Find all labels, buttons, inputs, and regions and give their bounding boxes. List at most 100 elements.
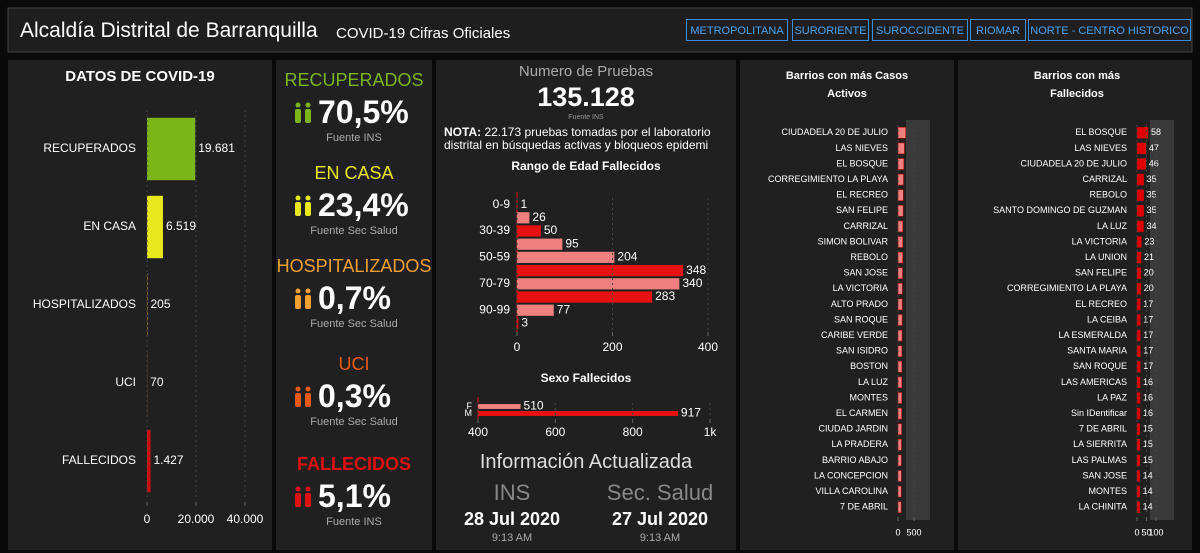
category-label: LA VICTORIA	[833, 283, 888, 293]
card-source: Fuente Sec Salud	[310, 318, 398, 330]
bar	[1136, 267, 1142, 279]
bar	[1136, 283, 1142, 295]
bar	[1136, 376, 1141, 389]
category-label: MONTES	[1088, 486, 1127, 496]
category-label: LA PAZ	[1097, 392, 1127, 402]
category-label: CIUDAD JARDIN	[818, 424, 888, 434]
header-bar	[7, 7, 1193, 53]
x-tick-label: 600	[545, 425, 565, 439]
people-icon	[295, 486, 311, 507]
panel	[436, 60, 736, 550]
value-label: 47	[1149, 143, 1159, 153]
category-label: LAS PALMAS	[1072, 455, 1127, 465]
value-label: 23	[1144, 236, 1154, 246]
value-label: 35	[1147, 174, 1157, 184]
value-label: 283	[655, 289, 675, 303]
bar	[897, 314, 903, 326]
bar	[897, 423, 902, 435]
value-label: 95	[565, 236, 579, 250]
bar	[517, 278, 680, 290]
value-label: 21	[1144, 252, 1154, 262]
chart-title: Rango de Edad Fallecidos	[511, 159, 661, 173]
category-label: SANTO DOMINGO DE GUZMAN	[993, 205, 1127, 215]
category-label: LA SIERRITA	[1073, 439, 1127, 449]
bar	[1136, 423, 1141, 435]
category-label: LA LUZ	[1097, 221, 1128, 231]
category-label: 50-59	[479, 250, 510, 264]
chart-title: DATOS DE COVID-19	[65, 68, 214, 85]
category-label: Sin IDentificar	[1071, 408, 1127, 418]
category-label: EL BOSQUE	[836, 158, 888, 168]
category-label: SANTA MARIA	[1067, 346, 1127, 356]
category-label: EL RECREO	[836, 190, 888, 200]
category-label: SAN FELIPE	[836, 205, 888, 215]
value-label: 17	[1143, 361, 1153, 371]
bar	[897, 454, 902, 467]
bar	[478, 404, 521, 409]
category-label: VILLA CAROLINA	[815, 486, 888, 496]
value-label: 14	[1143, 502, 1153, 512]
card-source: Fuente INS	[326, 132, 382, 144]
value-label: 205	[151, 297, 171, 311]
nav-button[interactable]: NORTE - CENTRO HISTORICO	[1028, 19, 1191, 41]
x-tick-label: 40.000	[227, 512, 264, 526]
value-label: 917	[681, 406, 701, 420]
info-title: Información Actualizada	[479, 451, 693, 473]
category-label: LA PRADERA	[831, 439, 888, 449]
bar	[1136, 142, 1147, 155]
x-tick-label: 400	[698, 340, 718, 354]
value-label: 17	[1143, 314, 1153, 324]
value-label: 20	[1144, 283, 1154, 293]
nav-button[interactable]: SURORIENTE	[792, 19, 869, 41]
bar	[897, 267, 903, 279]
category-label: EL CARMEN	[836, 408, 888, 418]
bar	[897, 392, 902, 404]
category-label: EN CASA	[83, 219, 136, 233]
category-label: LA UNION	[1085, 252, 1127, 262]
value-label: 14	[1143, 470, 1153, 480]
value-label: 35	[1147, 205, 1157, 215]
value-label: 35	[1147, 190, 1157, 200]
value-label: 6.519	[166, 219, 196, 233]
bar	[897, 189, 904, 201]
category-label: CIUDADELA 20 DE JULIO	[781, 127, 888, 137]
note: NOTA: 22.173 pruebas tomadas por el labo…	[444, 126, 729, 152]
info-date: 28 Jul 2020	[463, 509, 561, 529]
bar	[897, 251, 903, 264]
value-label: 50	[544, 223, 558, 237]
nav-button[interactable]: METROPOLITANA	[686, 19, 788, 41]
category-label: SAN ISIDRO	[836, 346, 888, 356]
value-label: 15	[1143, 439, 1153, 449]
bar	[517, 291, 653, 303]
category-label: SAN ROQUE	[1073, 361, 1127, 371]
info-time: 9:13 AM	[639, 532, 681, 544]
value-label: 46	[1149, 158, 1159, 168]
category-label: CARRIZAL	[843, 221, 888, 231]
category-label: LA CEIBA	[1087, 314, 1127, 324]
card-value: 70,5%	[318, 94, 409, 130]
x-tick-label: 1k	[704, 425, 718, 439]
x-tick-label: 0	[514, 340, 521, 354]
category-label: LA VICTORIA	[1072, 236, 1127, 246]
category-label: CARIBE VERDE	[821, 330, 888, 340]
nav-button[interactable]: SUROCCIDENTE	[872, 19, 968, 41]
x-tick-label: 500	[906, 527, 921, 537]
tests-value: 135.128	[537, 82, 635, 112]
bar	[1136, 236, 1142, 248]
bar	[1136, 220, 1144, 233]
bar	[897, 205, 904, 217]
category-label: BARRIO ABAJO	[822, 455, 888, 465]
note-text: 22.173 pruebas tomadas por el laboratori…	[444, 126, 711, 152]
category-label: LAS NIEVES	[835, 143, 888, 153]
card-label: HOSPITALIZADOS	[276, 256, 432, 276]
value-label: 17	[1143, 330, 1153, 340]
tests-source: Fuente INS	[568, 114, 604, 121]
value-label: 20	[1144, 268, 1154, 278]
card-source: Fuente INS	[326, 516, 382, 528]
category-label: 0-9	[493, 197, 511, 211]
bar	[897, 283, 903, 295]
nav-button[interactable]: RIOMAR	[970, 19, 1026, 41]
panel	[276, 60, 432, 550]
category-label: SAN JOSE	[843, 268, 888, 278]
